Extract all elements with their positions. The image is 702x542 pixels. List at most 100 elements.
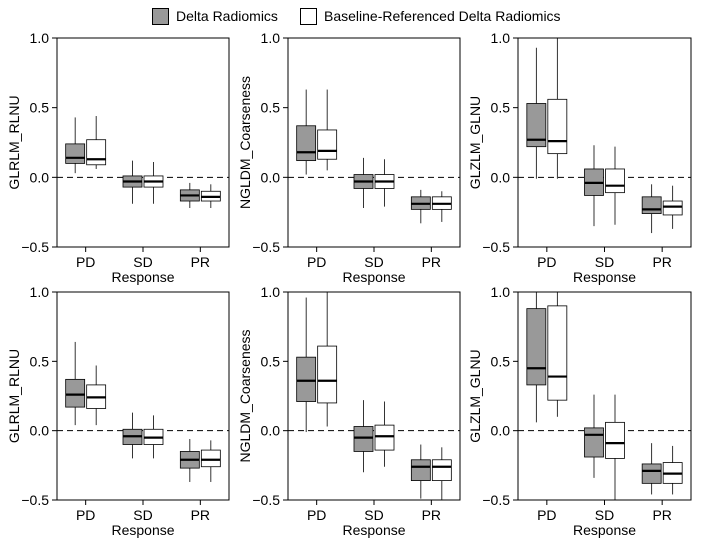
box-baseline-referenced-pd xyxy=(86,116,107,169)
box-baseline-referenced-pr xyxy=(200,440,221,482)
box-iqr xyxy=(605,421,625,459)
y-tick-label: 1.0 xyxy=(261,30,281,46)
y-tick-label: −0.5 xyxy=(21,239,49,255)
box-iqr xyxy=(317,129,338,160)
x-tick-label: PR xyxy=(422,254,441,270)
y-tick-label: 0.0 xyxy=(30,423,50,439)
x-tick-label: PR xyxy=(191,254,210,270)
x-tick-label: PD xyxy=(76,507,95,523)
box-baseline-referenced-sd xyxy=(605,146,625,225)
legend-item-baseline-referenced: Baseline-Referenced Delta Radiomics xyxy=(300,7,561,25)
box-baseline-referenced-pr xyxy=(200,184,221,208)
box-iqr xyxy=(353,426,374,452)
box-iqr xyxy=(317,345,338,404)
y-tick-label: 0.0 xyxy=(491,169,511,185)
plot-frame xyxy=(56,37,230,248)
box-delta-sd xyxy=(353,157,374,208)
y-tick-label: 1.0 xyxy=(261,284,281,300)
y-tick-label: 1.0 xyxy=(491,284,511,300)
y-axis-label: NGLDM_Coarseness xyxy=(237,329,253,462)
x-tick-label: SD xyxy=(595,507,614,523)
legend-label-delta: Delta Radiomics xyxy=(176,8,278,24)
box-baseline-referenced-pr xyxy=(431,447,452,500)
box-iqr xyxy=(526,308,547,386)
y-tick-label: 0.5 xyxy=(30,353,50,369)
panel-1: −0.5 0.0 0.5 1.0 GLRLM_RLNU PD SD PR Response xyxy=(6,30,230,285)
box-delta-pr xyxy=(410,189,431,224)
x-tick-label: SD xyxy=(133,254,152,270)
panel-2: −0.5 0.0 0.5 1.0 NGLDM_Coarseness PD SD PR Respo… xyxy=(237,30,461,285)
x-tick-label: SD xyxy=(133,507,152,523)
x-axis-label: Response xyxy=(573,522,636,538)
box-baseline-referenced-sd xyxy=(374,401,395,467)
box-iqr xyxy=(296,356,317,402)
y-tick-label: 0.5 xyxy=(261,100,281,116)
y-tick-label: 0.0 xyxy=(30,169,50,185)
y-tick-label: 0.0 xyxy=(261,423,281,439)
box-iqr xyxy=(662,200,683,216)
box-baseline-referenced-pd xyxy=(317,292,338,427)
x-axis-label: Response xyxy=(111,269,174,285)
y-tick-label: 1.0 xyxy=(30,30,50,46)
box-delta-pd xyxy=(526,292,547,423)
y-axis-label: GLRLM_RLNU xyxy=(6,95,22,189)
box-delta-pd xyxy=(526,47,547,179)
box-iqr xyxy=(65,378,86,408)
legend-label-baseline-referenced: Baseline-Referenced Delta Radiomics xyxy=(324,8,561,24)
x-tick-label: PD xyxy=(537,254,556,270)
box-baseline-referenced-pr xyxy=(662,185,683,229)
box-delta-pr xyxy=(641,443,662,495)
x-tick-label: PD xyxy=(537,507,556,523)
box-iqr xyxy=(641,463,662,484)
box-iqr xyxy=(296,125,317,162)
box-delta-pd xyxy=(65,117,86,174)
y-tick-label: 1.0 xyxy=(491,30,511,46)
box-baseline-referenced-sd xyxy=(143,162,164,204)
x-tick-label: PR xyxy=(652,507,671,523)
box-iqr xyxy=(374,424,395,451)
y-axis-label: NGLDM_Coarseness xyxy=(237,76,253,209)
box-baseline-referenced-pd xyxy=(317,89,338,171)
box-delta-sd xyxy=(122,160,143,204)
box-iqr xyxy=(641,196,662,214)
x-tick-label: PD xyxy=(76,254,95,270)
x-tick-label: SD xyxy=(364,507,383,523)
y-tick-label: 0.0 xyxy=(491,423,511,439)
y-axis-label: GLRLM_RLNU xyxy=(6,349,22,443)
y-tick-label: 0.5 xyxy=(491,100,511,116)
x-axis-label: Response xyxy=(342,522,405,538)
x-axis-label: Response xyxy=(342,269,405,285)
box-delta-pr xyxy=(410,444,431,499)
box-iqr xyxy=(547,305,568,401)
y-axis-label: GLZLM_GLNU xyxy=(467,96,483,189)
box-baseline-referenced-sd xyxy=(605,394,625,500)
x-tick-label: PR xyxy=(191,507,210,523)
box-baseline-referenced-pr xyxy=(431,191,452,222)
x-tick-label: PR xyxy=(652,254,671,270)
panel-3: −0.5 0.0 0.5 1.0 GLZLM_GLNU PD SD PR Response xyxy=(467,30,692,285)
y-axis-label: GLZLM_GLNU xyxy=(467,349,483,442)
y-tick-label: 0.5 xyxy=(261,353,281,369)
box-iqr xyxy=(86,139,107,166)
box-iqr xyxy=(547,98,568,155)
box-delta-pd xyxy=(65,341,86,426)
y-tick-label: 0.5 xyxy=(30,100,50,116)
box-iqr xyxy=(605,168,625,194)
box-iqr xyxy=(526,103,547,148)
box-iqr xyxy=(584,427,604,458)
box-baseline-referenced-pd xyxy=(547,292,568,417)
box-baseline-referenced-sd xyxy=(374,159,395,207)
y-tick-label: 0.5 xyxy=(491,353,511,369)
box-baseline-referenced-pd xyxy=(86,365,107,426)
box-delta-pd xyxy=(296,89,317,175)
x-tick-label: PR xyxy=(422,507,441,523)
legend-swatch-delta xyxy=(152,7,169,25)
box-iqr xyxy=(65,143,86,164)
box-delta-pr xyxy=(179,182,200,208)
box-delta-pr xyxy=(641,184,662,234)
box-delta-sd xyxy=(584,145,604,227)
y-tick-label: −0.5 xyxy=(482,492,510,508)
box-iqr xyxy=(200,449,221,468)
legend: Delta Radiomics Baseline-Referenced Delt… xyxy=(0,2,702,28)
